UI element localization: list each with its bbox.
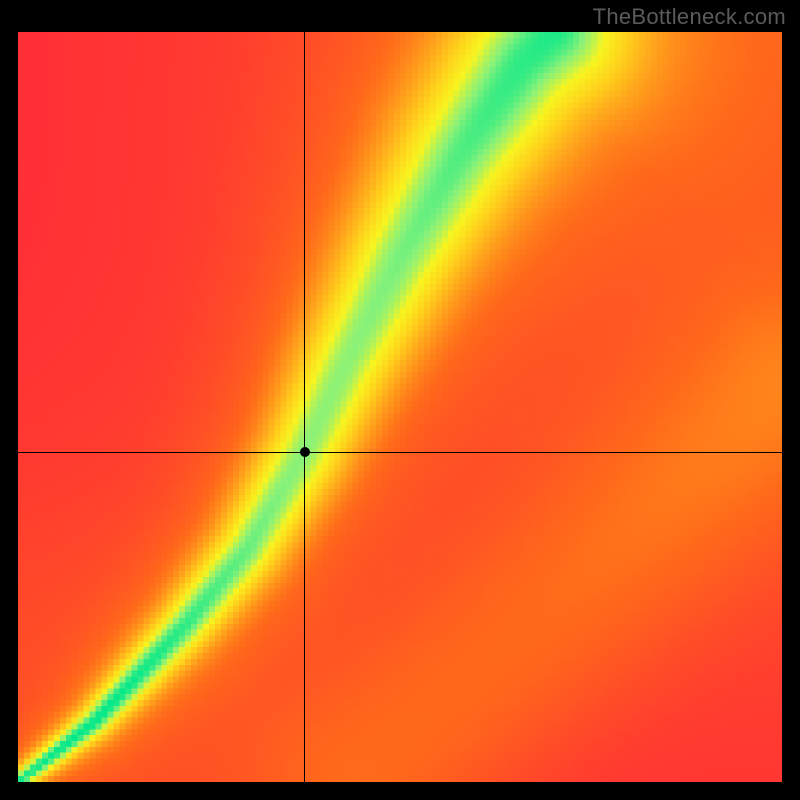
heatmap-canvas <box>18 32 782 782</box>
marker-point <box>300 447 310 457</box>
chart-container: TheBottleneck.com <box>0 0 800 800</box>
crosshair-vertical <box>304 32 305 782</box>
watermark-text: TheBottleneck.com <box>593 4 786 30</box>
crosshair-horizontal <box>18 452 782 453</box>
